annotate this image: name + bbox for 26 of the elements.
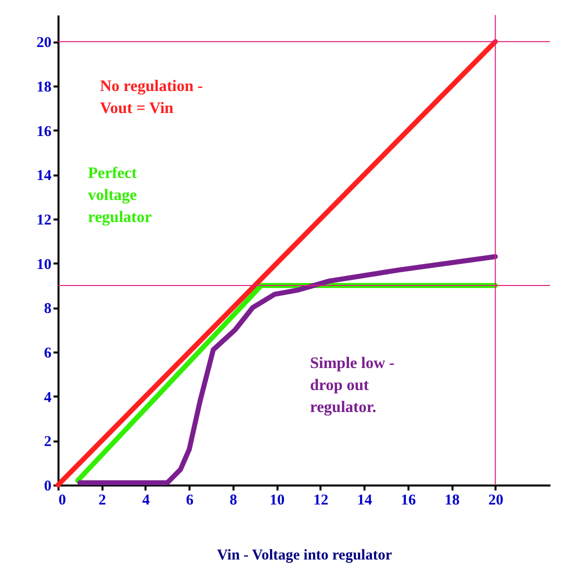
x-tick-label: 4 [142,492,150,508]
y-tick-label: 6 [44,345,52,362]
text: Simple low - drop out regulator. [310,355,394,416]
y-tick-label: 2 [44,434,52,450]
y-tick-label: 16 [36,124,52,140]
x-tick-label: 8 [230,492,238,508]
y-tick-label: 10 [36,256,52,273]
x-tick-label: 18 [444,492,460,508]
x-tick-label: 14 [357,492,373,508]
x-tick-label: 0 [58,492,66,508]
x-tick-label: 16 [400,492,416,508]
y-tick-label: 0 [44,478,52,494]
x-tick-label: 12 [313,492,328,508]
y-tick-label: 4 [44,390,52,406]
text: Perfect voltage regulator [88,165,152,226]
y-tick-label: 8 [44,301,52,318]
text: No regulation - Vout = Vin [100,78,203,117]
y-tick-label: 12 [36,212,52,228]
x-tick-label: 20 [488,492,504,508]
y-tick-label: 18 [36,79,52,96]
x-tick-label: 2 [98,492,106,508]
x-tick-label: 6 [186,492,194,508]
y-tick-label: 20 [36,35,52,52]
y-tick-label: 14 [36,168,52,184]
x-axis-title: Vin - Voltage into regulator [217,548,392,564]
x-tick-label: 10 [270,492,285,508]
